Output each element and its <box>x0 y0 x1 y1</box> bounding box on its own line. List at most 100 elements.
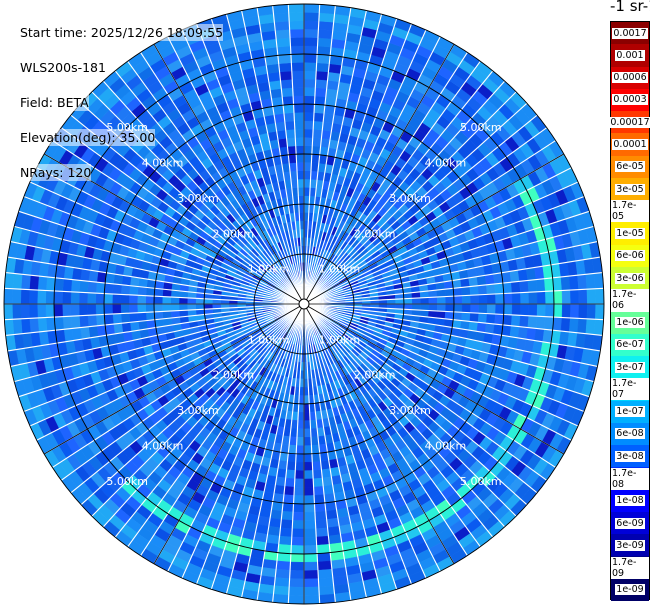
range-gate-cell <box>273 12 290 23</box>
colorbar-tick-label: 1e-08 <box>615 495 645 507</box>
elevation-text: Elevation(deg): 35.00 <box>19 128 156 146</box>
colorbar-cell: 6e-07 <box>611 333 649 357</box>
range-gate-cell <box>318 577 334 588</box>
range-gate-cell <box>20 274 31 290</box>
range-gate-cell <box>317 37 333 48</box>
range-gate-cell <box>303 561 319 571</box>
radar-site-marker <box>298 298 310 310</box>
colorbar-cell: 1.7e-08 <box>611 467 649 490</box>
range-gate-cell <box>318 585 335 596</box>
colorbar-tick-label: 1e-07 <box>615 406 645 418</box>
range-gate-cell <box>478 294 488 305</box>
range-gate-cell <box>315 535 330 546</box>
range-gate-cell <box>303 120 314 130</box>
colorbar-tick-label: 0.0003 <box>612 94 648 106</box>
range-gate-cell <box>478 303 488 314</box>
range-gate-cell <box>291 528 305 538</box>
range-gate-cell <box>104 313 114 326</box>
range-gate-cell <box>276 45 292 56</box>
range-gate-cell <box>292 95 305 105</box>
range-gate-cell <box>510 281 521 294</box>
range-gate-cell <box>293 112 305 122</box>
range-gate-cell <box>87 281 98 294</box>
range-gate-cell <box>503 303 513 316</box>
range-gate-cell <box>494 282 504 295</box>
range-gate-cell <box>87 314 98 327</box>
range-gate-cell <box>178 297 188 305</box>
range-gate-cell <box>486 283 496 295</box>
range-gate-cell <box>29 275 40 291</box>
range-gate-cell <box>520 303 530 317</box>
range-gate-cell <box>288 12 305 22</box>
range-gate-cell <box>318 20 334 31</box>
range-gate-cell <box>313 112 325 122</box>
range-gate-cell <box>445 303 455 313</box>
range-ring-label: 2.00km <box>354 227 396 240</box>
range-gate-cell <box>279 527 293 538</box>
range-gate-cell <box>295 145 305 155</box>
range-gate-cell <box>274 20 290 31</box>
range-gate-cell <box>303 428 312 438</box>
range-gate-cell <box>282 494 295 504</box>
scan-info: Start time: 2025/12/26 18:09:55 WLS200s-… <box>12 6 224 181</box>
range-gate-cell <box>295 137 305 147</box>
range-gate-cell <box>453 295 463 305</box>
range-gate-cell <box>303 95 316 105</box>
start-time-text: Start time: 2025/12/26 18:09:55 <box>19 23 224 41</box>
range-gate-cell <box>303 145 313 155</box>
range-gate-cell <box>553 290 563 305</box>
range-gate-cell <box>314 95 327 106</box>
range-gate-cell <box>528 291 538 305</box>
range-gate-cell <box>288 3 305 13</box>
range-gate-cell <box>303 128 314 138</box>
range-gate-cell <box>510 314 521 327</box>
range-gate-cell <box>295 461 305 471</box>
range-gate-cell <box>53 303 63 318</box>
range-gate-cell <box>290 553 305 563</box>
colorbar-tick-label: 1.7e-09 <box>611 556 649 579</box>
range-gate-cell <box>586 288 596 305</box>
range-gate-cell <box>503 292 513 305</box>
colorbar-tick-label: 3e-07 <box>615 361 645 373</box>
range-gate-cell <box>312 477 324 488</box>
range-gate-cell <box>103 303 113 315</box>
range-ring-label: 5.00km <box>106 475 148 488</box>
range-gate-cell <box>312 128 323 139</box>
colorbar-tick-label: 3e-06 <box>615 272 645 284</box>
colorbar-cell: 1e-05 <box>611 222 649 245</box>
range-gate-cell <box>519 315 529 328</box>
range-gate-cell <box>120 312 131 324</box>
range-gate-cell <box>544 316 554 331</box>
range-gate-cell <box>469 285 480 296</box>
range-gate-cell <box>112 313 122 325</box>
range-gate-cell <box>428 296 438 305</box>
range-gate-cell <box>29 317 40 333</box>
range-ring-label: 3.00km <box>389 404 431 417</box>
range-gate-cell <box>470 294 480 305</box>
range-gate-cell <box>303 53 318 63</box>
range-gate-cell <box>586 303 596 320</box>
range-gate-cell <box>585 273 596 290</box>
range-gate-cell <box>294 128 305 138</box>
range-gate-cell <box>303 420 311 430</box>
range-gate-cell <box>303 411 311 421</box>
range-gate-cell <box>303 595 320 605</box>
range-gate-cell <box>578 288 588 305</box>
range-gate-cell <box>79 280 89 293</box>
range-gate-cell <box>187 303 197 311</box>
range-ring-label: 5.00km <box>460 475 502 488</box>
range-gate-cell <box>278 62 293 73</box>
range-gate-cell <box>295 445 305 455</box>
range-gate-cell <box>273 585 290 596</box>
range-gate-cell <box>585 318 596 335</box>
range-ring-label: 1.00km <box>248 333 290 346</box>
range-gate-cell <box>291 536 305 546</box>
range-gate-cell <box>62 278 73 293</box>
range-gate-cell <box>112 283 122 295</box>
range-gate-cell <box>274 577 290 588</box>
nrays-text: NRays: 120 <box>19 163 92 181</box>
range-gate-cell <box>297 420 305 430</box>
range-gate-cell <box>303 453 313 463</box>
range-gate-cell <box>37 303 47 319</box>
range-gate-cell <box>303 187 311 197</box>
